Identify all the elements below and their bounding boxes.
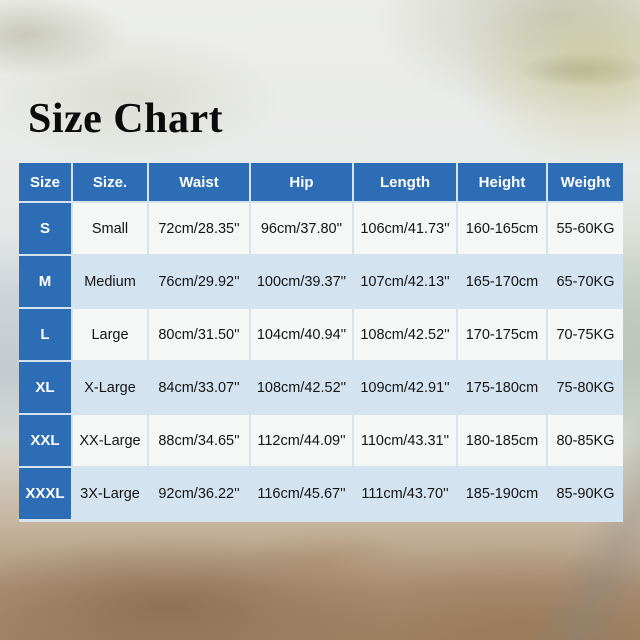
column-header-height: Height	[458, 163, 546, 201]
table-cell: X-Large	[73, 362, 147, 413]
table-cell: 106cm/41.73''	[354, 203, 456, 254]
table-cell: 112cm/44.09''	[251, 415, 352, 466]
row-size-label: XL	[19, 362, 71, 413]
table-cell: 92cm/36.22''	[149, 468, 249, 519]
column-header-length: Length	[354, 163, 456, 201]
table-cell: 108cm/42.52''	[354, 309, 456, 360]
table-cell: 109cm/42.91''	[354, 362, 456, 413]
table-cell: 80-85KG	[548, 415, 623, 466]
table-cell: 185-190cm	[458, 468, 546, 519]
row-size-label: S	[19, 203, 71, 254]
table-cell: Small	[73, 203, 147, 254]
table-cell: 116cm/45.67''	[251, 468, 352, 519]
row-size-label: XXXL	[19, 468, 71, 519]
table-cell: 80cm/31.50''	[149, 309, 249, 360]
table-cell: XX-Large	[73, 415, 147, 466]
table-cell: 55-60KG	[548, 203, 623, 254]
table-cell: 107cm/42.13''	[354, 256, 456, 307]
table-cell: 111cm/43.70''	[354, 468, 456, 519]
table-cell: 180-185cm	[458, 415, 546, 466]
table-cell: Medium	[73, 256, 147, 307]
table-cell: 85-90KG	[548, 468, 623, 519]
table-cell: 175-180cm	[458, 362, 546, 413]
table-cell: 65-70KG	[548, 256, 623, 307]
table-cell: 3X-Large	[73, 468, 147, 519]
column-header-weight: Weight	[548, 163, 623, 201]
column-header-size: Size.	[73, 163, 147, 201]
column-header-waist: Waist	[149, 163, 249, 201]
table-cell: 108cm/42.52''	[251, 362, 352, 413]
table-cell: 96cm/37.80''	[251, 203, 352, 254]
table-cell: 72cm/28.35''	[149, 203, 249, 254]
table-cell: 110cm/43.31''	[354, 415, 456, 466]
table-cell: 104cm/40.94''	[251, 309, 352, 360]
row-size-label: L	[19, 309, 71, 360]
table-cell: 100cm/39.37''	[251, 256, 352, 307]
table-cell: 84cm/33.07''	[149, 362, 249, 413]
table-cell: 165-170cm	[458, 256, 546, 307]
size-chart-table: Size Size. Waist Hip Length Height Weight S Smal…	[19, 163, 623, 522]
table-cell: Large	[73, 309, 147, 360]
table-cell: 70-75KG	[548, 309, 623, 360]
column-header-size: Size	[19, 163, 71, 201]
page-title: Size Chart	[28, 96, 224, 142]
column-header-hip: Hip	[251, 163, 352, 201]
row-size-label: XXL	[19, 415, 71, 466]
table-cell: 160-165cm	[458, 203, 546, 254]
table-cell: 76cm/29.92''	[149, 256, 249, 307]
table-cell: 170-175cm	[458, 309, 546, 360]
row-size-label: M	[19, 256, 71, 307]
table-cell: 75-80KG	[548, 362, 623, 413]
table-cell: 88cm/34.65''	[149, 415, 249, 466]
